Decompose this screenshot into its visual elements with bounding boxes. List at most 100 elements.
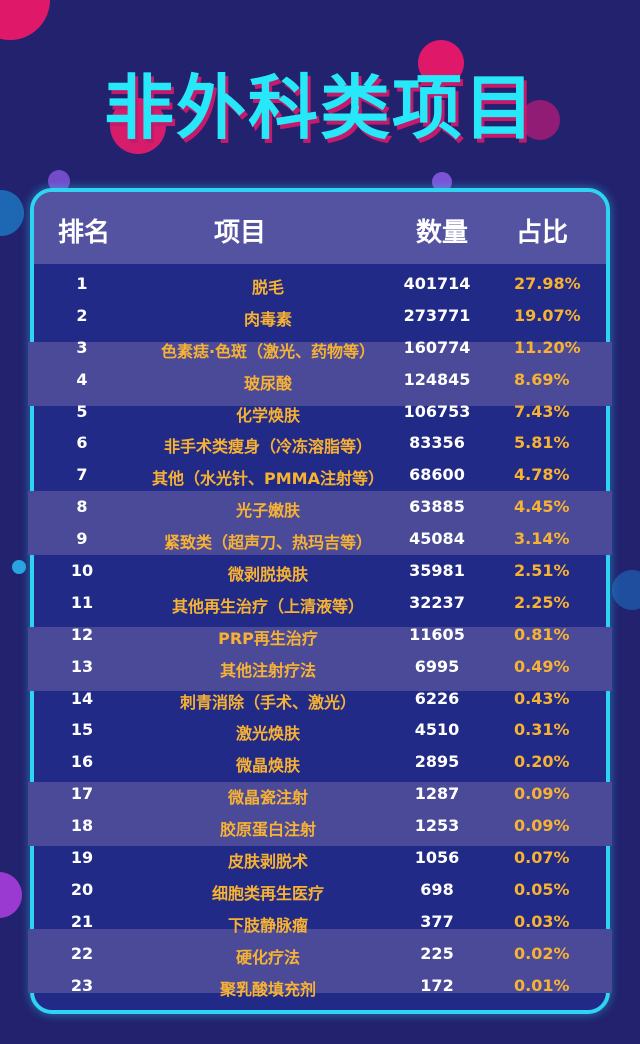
decor-bubble xyxy=(12,560,26,574)
count-cell: 225 xyxy=(420,943,454,963)
ranking-table: 排名 项目 数量 占比 1 脱毛 401714 27.98% 2 肉毒素 273771 19.… xyxy=(28,188,612,1014)
table-header: 排名 项目 数量 占比 xyxy=(34,192,606,264)
name-cell: 微晶焕肤 xyxy=(235,756,300,776)
name-cell: 激光焕肤 xyxy=(235,724,300,744)
rank-cell: 15 xyxy=(70,720,94,740)
count-cell: 35981 xyxy=(409,561,465,581)
table-row: 5 化学焕肤 106753 7.43% xyxy=(34,396,606,428)
pct-cell: 4.78% xyxy=(514,465,570,485)
name-cell: 微剥脱换肤 xyxy=(227,565,308,585)
table-row: 10 微剥脱换肤 35981 2.51% xyxy=(34,555,606,587)
count-cell: 160774 xyxy=(403,337,471,357)
rank-cell: 2 xyxy=(76,305,88,325)
row-band xyxy=(28,929,612,993)
table-row: 14 刺青消除（手术、激光） 6226 0.43% xyxy=(34,683,606,715)
pct-cell: 0.49% xyxy=(514,656,570,676)
rank-cell: 14 xyxy=(70,688,94,708)
count-cell: 6226 xyxy=(414,688,460,708)
table-row: 15 激光焕肤 4510 0.31% xyxy=(34,714,606,746)
count-cell: 273771 xyxy=(403,305,471,325)
name-cell: PRP再生治疗 xyxy=(218,628,318,648)
header-count: 数量 xyxy=(416,218,469,248)
pct-cell: 2.25% xyxy=(514,592,570,612)
rank-cell: 6 xyxy=(76,433,88,453)
rank-cell: 1 xyxy=(76,274,88,293)
header-pct: 占比 xyxy=(516,218,569,248)
count-cell: 45084 xyxy=(409,529,465,549)
rank-cell: 9 xyxy=(76,529,88,549)
name-cell: 其他（水光针、PMMA注射等） xyxy=(152,469,384,489)
name-cell: 其他注射疗法 xyxy=(219,660,316,680)
name-cell: 刺青消除（手术、激光） xyxy=(179,692,356,712)
pct-cell: 0.02% xyxy=(514,943,570,963)
count-cell: 4510 xyxy=(414,720,460,740)
pct-cell: 0.07% xyxy=(514,848,570,868)
table-body: 1 脱毛 401714 27.98% 2 肉毒素 273771 19.07% 3 色素痣·色斑（激… xyxy=(34,268,606,1001)
row-band xyxy=(28,342,612,406)
table-row: 19 皮肤剥脱术 1056 0.07% xyxy=(34,842,606,874)
table-row: 4 玻尿酸 124845 8.69% xyxy=(34,364,606,396)
count-cell: 106753 xyxy=(403,401,471,421)
decor-bubble xyxy=(110,98,166,154)
decor-bubble xyxy=(0,190,24,236)
table-row: 21 下肢静脉瘤 377 0.03% xyxy=(34,906,606,938)
table-row: 23 聚乳酸填充剂 172 0.01% xyxy=(34,970,606,1002)
name-cell: 其他再生治疗（上清液等） xyxy=(171,596,364,616)
pct-cell: 4.45% xyxy=(514,497,570,517)
table-row: 3 色素痣·色斑（激光、药物等） 160774 11.20% xyxy=(34,332,606,364)
rank-cell: 20 xyxy=(70,879,94,899)
table-row: 9 紧致类（超声刀、热玛吉等） 45084 3.14% xyxy=(34,523,606,555)
rank-cell: 19 xyxy=(70,848,94,868)
decor-bubble xyxy=(418,40,464,86)
name-cell: 皮肤剥脱术 xyxy=(227,852,308,872)
header-band xyxy=(34,192,606,264)
rank-cell: 5 xyxy=(76,401,88,421)
table-row: 22 硬化疗法 225 0.02% xyxy=(34,938,606,970)
name-cell: 光子嫩肤 xyxy=(235,501,300,521)
name-cell: 非手术类瘦身（冷冻溶脂等） xyxy=(163,437,372,457)
header-rank: 排名 xyxy=(58,218,111,248)
table-row: 20 细胞类再生医疗 698 0.05% xyxy=(34,874,606,906)
rank-cell: 22 xyxy=(70,943,94,963)
rank-cell: 8 xyxy=(76,497,88,517)
count-cell: 1056 xyxy=(414,848,460,868)
pct-cell: 2.51% xyxy=(514,561,570,581)
row-band xyxy=(28,627,612,691)
count-cell: 2895 xyxy=(414,752,460,772)
rank-cell: 16 xyxy=(70,752,94,772)
rank-cell: 13 xyxy=(70,656,94,676)
name-cell: 微晶瓷注射 xyxy=(227,788,308,808)
rank-cell: 7 xyxy=(76,465,88,485)
rank-cell: 12 xyxy=(70,624,94,644)
table-row: 17 微晶瓷注射 1287 0.09% xyxy=(34,778,606,810)
name-cell: 紧致类（超声刀、热玛吉等） xyxy=(163,533,372,553)
count-cell: 32237 xyxy=(409,592,465,612)
count-cell: 172 xyxy=(420,975,454,995)
name-cell: 胶原蛋白注射 xyxy=(219,820,316,840)
pct-cell: 7.43% xyxy=(514,401,570,421)
decor-bubble xyxy=(48,170,70,192)
rank-cell: 10 xyxy=(70,561,94,581)
count-cell: 698 xyxy=(420,879,454,899)
name-cell: 玻尿酸 xyxy=(243,373,292,393)
pct-cell: 0.81% xyxy=(514,624,570,644)
name-cell: 化学焕肤 xyxy=(235,405,300,425)
table-row: 18 胶原蛋白注射 1253 0.09% xyxy=(34,810,606,842)
table-row: 13 其他注射疗法 6995 0.49% xyxy=(34,651,606,683)
pct-cell: 0.09% xyxy=(514,784,570,804)
name-cell: 脱毛 xyxy=(251,278,284,297)
name-cell: 下肢静脉瘤 xyxy=(227,915,308,935)
table-row: 1 脱毛 401714 27.98% xyxy=(34,268,606,300)
table-row: 11 其他再生治疗（上清液等） 32237 2.25% xyxy=(34,587,606,619)
pct-cell: 27.98% xyxy=(514,274,581,293)
count-cell: 377 xyxy=(420,911,454,931)
rank-cell: 17 xyxy=(70,784,94,804)
pct-cell: 0.01% xyxy=(514,975,570,995)
pct-cell: 8.69% xyxy=(514,369,570,389)
rank-cell: 18 xyxy=(70,816,94,836)
count-cell: 401714 xyxy=(403,274,471,293)
pct-cell: 19.07% xyxy=(514,305,581,325)
rank-cell: 4 xyxy=(76,369,88,389)
count-cell: 6995 xyxy=(414,656,460,676)
count-cell: 1287 xyxy=(414,784,460,804)
